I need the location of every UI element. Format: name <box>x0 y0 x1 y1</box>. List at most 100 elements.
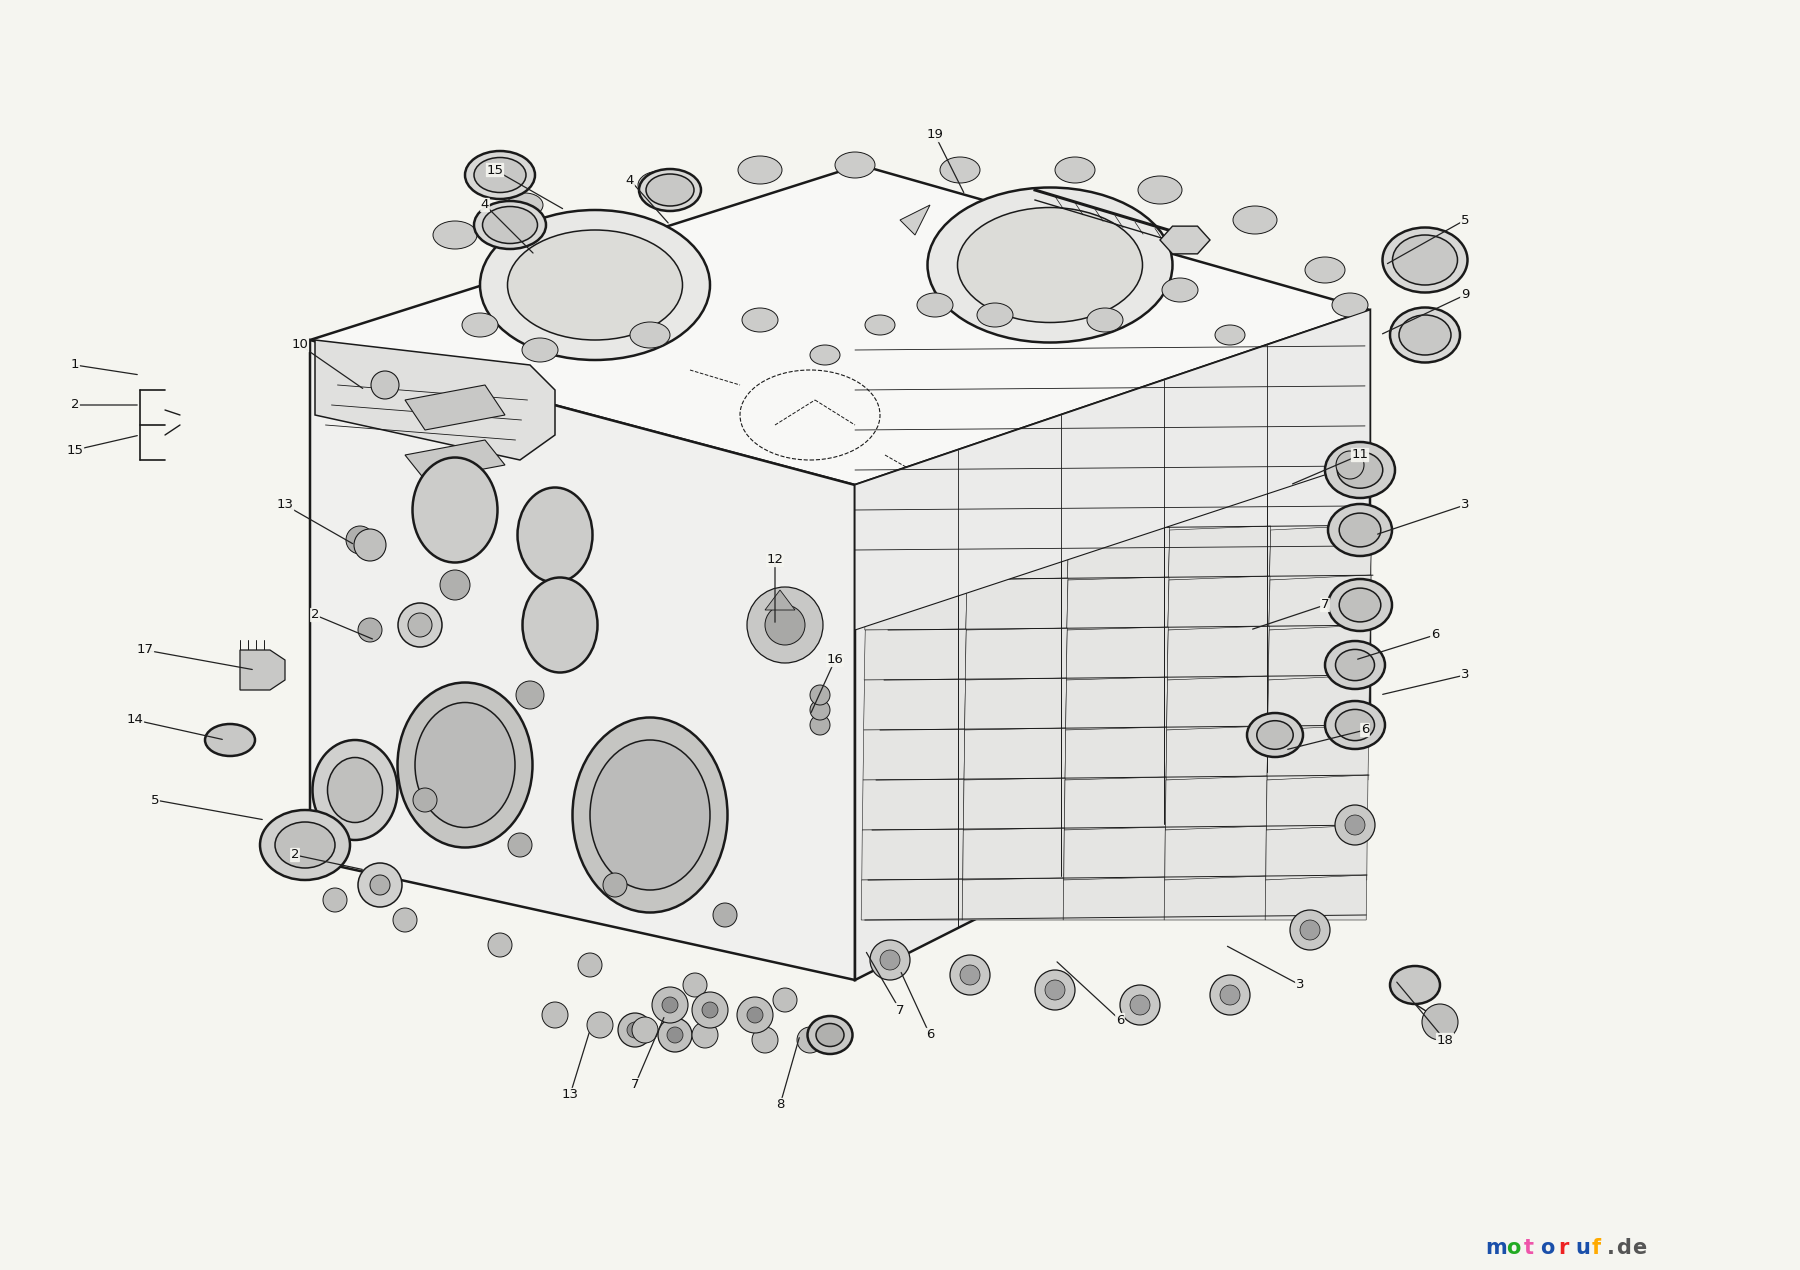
Polygon shape <box>1265 826 1368 880</box>
Circle shape <box>355 530 385 561</box>
Circle shape <box>346 526 374 554</box>
Polygon shape <box>862 729 965 780</box>
Circle shape <box>747 1007 763 1024</box>
Polygon shape <box>855 310 1370 630</box>
Polygon shape <box>862 779 965 831</box>
Ellipse shape <box>313 740 398 839</box>
Polygon shape <box>862 829 963 880</box>
Polygon shape <box>1269 525 1372 580</box>
Circle shape <box>517 681 544 709</box>
Text: 6: 6 <box>925 1029 934 1041</box>
Polygon shape <box>315 340 554 460</box>
Ellipse shape <box>637 171 682 199</box>
Circle shape <box>1345 815 1364 834</box>
Polygon shape <box>1269 625 1370 679</box>
Text: t: t <box>1525 1238 1534 1259</box>
Polygon shape <box>963 779 1066 831</box>
Polygon shape <box>1165 876 1265 919</box>
Text: 16: 16 <box>826 654 844 667</box>
Polygon shape <box>1159 226 1210 254</box>
Text: 3: 3 <box>1462 499 1469 512</box>
Polygon shape <box>864 679 965 730</box>
Ellipse shape <box>473 201 545 249</box>
Circle shape <box>691 1022 718 1048</box>
Circle shape <box>765 605 805 645</box>
Polygon shape <box>855 310 1370 980</box>
Circle shape <box>880 950 900 970</box>
Circle shape <box>713 903 736 927</box>
Ellipse shape <box>508 230 682 340</box>
Ellipse shape <box>275 822 335 867</box>
Polygon shape <box>1166 626 1269 679</box>
Polygon shape <box>1166 676 1269 730</box>
Polygon shape <box>965 728 1066 780</box>
Circle shape <box>632 1017 659 1043</box>
Ellipse shape <box>1337 452 1382 488</box>
Circle shape <box>702 1002 718 1019</box>
Polygon shape <box>864 579 967 630</box>
Ellipse shape <box>1247 712 1303 757</box>
Text: 7: 7 <box>630 1078 639 1091</box>
Text: 7: 7 <box>896 1003 904 1016</box>
Text: 5: 5 <box>151 794 158 806</box>
Polygon shape <box>1265 875 1366 919</box>
Polygon shape <box>1267 775 1368 831</box>
Text: u: u <box>1575 1238 1589 1259</box>
Polygon shape <box>1066 677 1168 730</box>
Polygon shape <box>1066 627 1168 679</box>
Text: 2: 2 <box>292 848 299 861</box>
Text: 2: 2 <box>70 399 79 411</box>
Circle shape <box>1035 970 1075 1010</box>
Text: 9: 9 <box>1462 288 1469 301</box>
Text: 15: 15 <box>486 164 504 177</box>
Circle shape <box>662 997 679 1013</box>
Ellipse shape <box>1055 157 1094 183</box>
Text: 3: 3 <box>1462 668 1469 682</box>
Polygon shape <box>1064 827 1165 880</box>
Circle shape <box>358 864 401 907</box>
Ellipse shape <box>473 157 526 193</box>
Ellipse shape <box>481 210 709 359</box>
Ellipse shape <box>416 702 515 828</box>
Circle shape <box>617 1013 652 1046</box>
Ellipse shape <box>808 1016 853 1054</box>
Polygon shape <box>1267 674 1370 730</box>
Text: 6: 6 <box>1116 1013 1125 1026</box>
Ellipse shape <box>1399 315 1451 356</box>
Ellipse shape <box>1305 257 1345 283</box>
Text: 7: 7 <box>1321 598 1328 611</box>
Circle shape <box>371 371 400 399</box>
Ellipse shape <box>590 740 709 890</box>
Ellipse shape <box>927 188 1172 343</box>
Text: 12: 12 <box>767 554 783 566</box>
Text: 13: 13 <box>562 1088 578 1101</box>
Circle shape <box>409 613 432 638</box>
Ellipse shape <box>205 724 256 756</box>
Circle shape <box>371 875 391 895</box>
Polygon shape <box>405 385 506 431</box>
Circle shape <box>488 933 511 958</box>
Circle shape <box>587 1012 614 1038</box>
Ellipse shape <box>412 457 497 563</box>
Polygon shape <box>1064 777 1166 831</box>
Circle shape <box>542 1002 569 1027</box>
Polygon shape <box>1166 726 1267 780</box>
Ellipse shape <box>940 157 979 183</box>
Text: 13: 13 <box>277 499 293 512</box>
Ellipse shape <box>398 682 533 847</box>
Ellipse shape <box>1271 340 1300 359</box>
Ellipse shape <box>738 156 781 184</box>
Polygon shape <box>1165 826 1265 880</box>
Polygon shape <box>1067 577 1168 630</box>
Polygon shape <box>239 650 284 690</box>
Ellipse shape <box>463 312 499 337</box>
Circle shape <box>1130 994 1150 1015</box>
Circle shape <box>1422 1005 1458 1040</box>
Text: 19: 19 <box>927 128 943 141</box>
Ellipse shape <box>1339 513 1381 547</box>
Polygon shape <box>866 530 968 580</box>
Ellipse shape <box>646 174 695 206</box>
Polygon shape <box>967 578 1067 630</box>
Ellipse shape <box>866 315 895 335</box>
Ellipse shape <box>522 578 598 673</box>
